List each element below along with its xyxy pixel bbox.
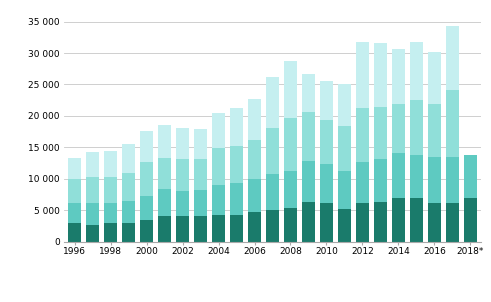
Bar [194, 129, 207, 159]
Bar [140, 220, 153, 242]
Bar [230, 108, 243, 146]
Bar [374, 202, 387, 242]
Bar [212, 215, 225, 242]
Bar [284, 208, 297, 242]
Bar [176, 217, 190, 242]
Bar [338, 209, 351, 242]
Bar [122, 143, 136, 173]
Bar [266, 128, 279, 174]
Bar [248, 99, 261, 140]
Bar [122, 223, 136, 242]
Bar [122, 201, 136, 223]
Bar [374, 43, 387, 107]
Bar [355, 162, 369, 203]
Bar [140, 196, 153, 220]
Bar [284, 171, 297, 208]
Bar [176, 191, 190, 217]
Bar [338, 171, 351, 209]
Bar [230, 146, 243, 183]
Bar [392, 104, 405, 153]
Bar [446, 203, 459, 242]
Bar [248, 212, 261, 242]
Bar [302, 161, 315, 202]
Bar [446, 157, 459, 203]
Bar [158, 216, 171, 242]
Bar [284, 61, 297, 118]
Bar [104, 203, 117, 223]
Bar [338, 84, 351, 126]
Bar [428, 203, 441, 242]
Bar [355, 42, 369, 108]
Bar [409, 198, 423, 242]
Bar [104, 151, 117, 177]
Bar [86, 152, 99, 177]
Bar [302, 202, 315, 242]
Bar [374, 107, 387, 159]
Bar [392, 49, 405, 104]
Bar [212, 148, 225, 185]
Bar [266, 210, 279, 242]
Bar [374, 159, 387, 202]
Bar [158, 125, 171, 158]
Bar [212, 113, 225, 148]
Bar [68, 223, 82, 242]
Bar [266, 77, 279, 128]
Bar [302, 74, 315, 111]
Bar [86, 177, 99, 203]
Bar [248, 140, 261, 179]
Bar [194, 190, 207, 217]
Bar [428, 53, 441, 104]
Bar [355, 203, 369, 242]
Bar [464, 155, 477, 198]
Bar [104, 223, 117, 242]
Bar [68, 179, 82, 203]
Bar [446, 26, 459, 90]
Bar [86, 203, 99, 225]
Bar [194, 217, 207, 242]
Bar [392, 153, 405, 198]
Bar [446, 90, 459, 157]
Bar [409, 100, 423, 155]
Bar [428, 157, 441, 203]
Bar [86, 225, 99, 242]
Bar [320, 120, 333, 164]
Bar [158, 189, 171, 216]
Bar [338, 126, 351, 171]
Bar [284, 118, 297, 171]
Bar [68, 158, 82, 179]
Bar [122, 173, 136, 201]
Bar [230, 215, 243, 242]
Bar [320, 81, 333, 120]
Bar [409, 42, 423, 100]
Bar [428, 104, 441, 157]
Bar [194, 159, 207, 190]
Bar [302, 111, 315, 161]
Bar [320, 203, 333, 242]
Bar [320, 164, 333, 203]
Bar [392, 198, 405, 242]
Bar [212, 185, 225, 215]
Bar [464, 198, 477, 242]
Bar [409, 155, 423, 198]
Bar [68, 203, 82, 223]
Bar [104, 177, 117, 203]
Bar [176, 128, 190, 159]
Bar [248, 179, 261, 212]
Bar [158, 158, 171, 189]
Bar [140, 131, 153, 162]
Bar [355, 108, 369, 162]
Bar [140, 162, 153, 196]
Bar [230, 183, 243, 215]
Bar [266, 174, 279, 210]
Bar [176, 159, 190, 191]
